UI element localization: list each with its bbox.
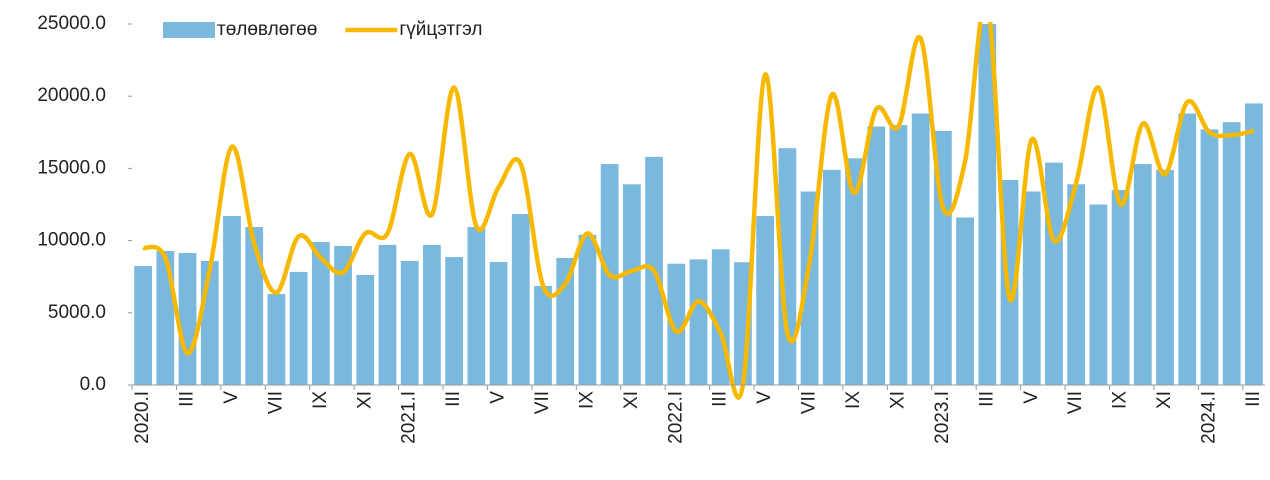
bar	[556, 257, 575, 385]
bar	[667, 263, 686, 385]
x-tick-label: 2023.I	[932, 391, 953, 444]
bar	[867, 126, 886, 386]
bar	[889, 125, 908, 385]
x-tick-label: 2021.I	[399, 391, 420, 444]
x-tick-label: 2024.I	[1198, 391, 1219, 444]
bar	[489, 261, 508, 385]
bar	[423, 244, 441, 385]
bar	[445, 257, 464, 385]
x-tick-label: 2020.I	[132, 391, 153, 444]
bar	[1089, 204, 1108, 385]
x-tick-label: V	[754, 391, 775, 404]
bar	[1111, 190, 1130, 385]
bar	[289, 271, 308, 385]
x-tick-label: III	[443, 391, 464, 407]
x-tick-label: V	[1021, 391, 1042, 404]
bar	[956, 217, 974, 385]
x-tick-label: III	[710, 391, 731, 407]
bar	[778, 148, 797, 385]
bar	[845, 158, 863, 385]
bar	[622, 184, 641, 385]
bar	[178, 253, 197, 385]
y-tick-label: 15000.0	[37, 157, 106, 178]
bar	[267, 294, 286, 385]
y-tick-label: 0.0	[80, 374, 106, 395]
bar	[822, 169, 841, 385]
bar	[467, 227, 486, 385]
y-tick-label: 10000.0	[37, 230, 106, 251]
bar	[378, 244, 397, 385]
plot-area	[134, 22, 1263, 400]
x-tick-label: VII	[265, 391, 286, 414]
y-tick-label: 20000.0	[37, 85, 106, 106]
bar	[1178, 113, 1197, 385]
y-tick-label: 5000.0	[48, 302, 106, 323]
bar	[223, 216, 241, 385]
legend-swatch	[163, 22, 215, 38]
bar	[1067, 184, 1086, 385]
legend-label: төлөвлөгөө	[217, 19, 317, 40]
x-tick-label: V	[221, 391, 242, 404]
x-tick-label: IX	[310, 391, 331, 409]
x-tick-label: III	[177, 391, 198, 407]
bar	[578, 234, 597, 385]
bar	[1222, 122, 1241, 385]
x-tick-label: III	[1243, 391, 1264, 407]
x-tick-label: XI	[1154, 391, 1175, 409]
bar	[134, 266, 152, 385]
x-tick-label: 2022.I	[665, 391, 686, 444]
x-tick-label: III	[976, 391, 997, 407]
bar	[334, 245, 352, 385]
bar	[356, 274, 375, 385]
bar	[245, 227, 264, 385]
legend-label: гүйцэтгэл	[399, 19, 482, 40]
x-tick-label: IX	[843, 391, 864, 409]
bar	[1245, 103, 1263, 386]
bar	[1022, 191, 1041, 385]
bar	[1045, 162, 1063, 385]
bar	[311, 242, 330, 385]
bar	[1156, 169, 1174, 385]
bar	[534, 285, 552, 385]
bar	[911, 113, 930, 385]
bar	[400, 260, 419, 385]
bar	[156, 250, 175, 385]
x-tick-label: VII	[799, 391, 820, 414]
bar	[1133, 164, 1152, 385]
x-tick-label: VII	[532, 391, 553, 414]
x-tick-label: V	[488, 391, 509, 404]
x-tick-label: VII	[1065, 391, 1086, 414]
bar	[689, 259, 708, 385]
x-tick-label: IX	[1110, 391, 1131, 409]
bar	[511, 214, 530, 385]
line-series	[142, 22, 1255, 400]
y-tick-label: 25000.0	[37, 13, 106, 34]
x-tick-label: XI	[354, 391, 375, 409]
x-tick-label: XI	[621, 391, 642, 409]
bar	[756, 216, 775, 385]
bar	[1200, 129, 1219, 385]
bar	[978, 24, 997, 385]
x-tick-label: IX	[576, 391, 597, 409]
x-tick-label: XI	[887, 391, 908, 409]
